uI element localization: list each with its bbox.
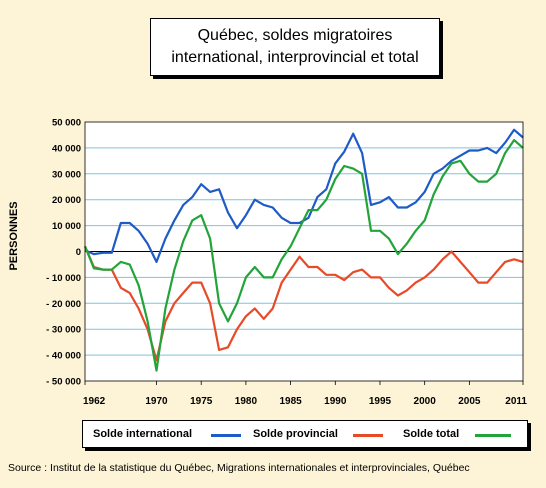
x-tick-label: 1975 <box>190 396 213 407</box>
series-lines <box>83 128 524 372</box>
y-tick-label: - 30 000 <box>46 325 81 336</box>
legend-label-total: Solde total <box>403 428 460 440</box>
legend: Solde international Solde provincial Sol… <box>82 420 528 448</box>
legend-label-provincial: Solde provincial <box>253 428 338 440</box>
chart-title-box: Québec, soldes migratoires international… <box>150 18 440 76</box>
x-tick-label: 1980 <box>235 396 258 407</box>
y-tick-label: 30 000 <box>52 169 81 180</box>
x-tick-label: 1985 <box>279 396 302 407</box>
legend-label-international: Solde international <box>93 428 193 440</box>
y-tick-label: - 40 000 <box>46 351 81 362</box>
y-tick-label: 0 <box>76 247 81 258</box>
y-tick-labels: - 50 000 - 40 000 - 30 000 - 20 000 - 10 000… <box>46 118 81 388</box>
legend-swatch-provincial <box>353 434 383 437</box>
x-tick-label: 1970 <box>145 396 168 407</box>
x-tick-labels: 1962 1970 1975 1980 1985 1990 1995 2000 2005 2011 <box>83 381 527 407</box>
plot-border <box>84 121 524 382</box>
chart-title-line-2: international, interprovincial et total <box>171 49 419 66</box>
chart-title-line-1: Québec, soldes migratoires <box>197 27 393 44</box>
source-note: Source : Institut de la statistique du Q… <box>8 462 470 474</box>
x-tick-label: 1962 <box>83 396 106 407</box>
y-tick-label: 20 000 <box>52 195 81 206</box>
series-line-total <box>83 139 524 372</box>
legend-swatch-international <box>211 434 241 437</box>
y-axis-label: PERSONNES <box>8 201 20 270</box>
y-tick-label: - 10 000 <box>46 273 81 284</box>
y-tick-label: 40 000 <box>52 143 81 154</box>
x-tick-label: 1990 <box>324 396 347 407</box>
y-tick-label: 50 000 <box>52 118 81 129</box>
x-tick-label: 1995 <box>369 396 392 407</box>
legend-swatch-total <box>475 434 511 437</box>
y-tick-label: - 20 000 <box>46 299 81 310</box>
x-tick-label: 2005 <box>458 396 481 407</box>
x-tick-label: 2011 <box>505 396 527 407</box>
y-tick-label: 10 000 <box>52 221 81 232</box>
y-tick-label: - 50 000 <box>46 377 81 388</box>
x-tick-label: 2000 <box>414 396 437 407</box>
